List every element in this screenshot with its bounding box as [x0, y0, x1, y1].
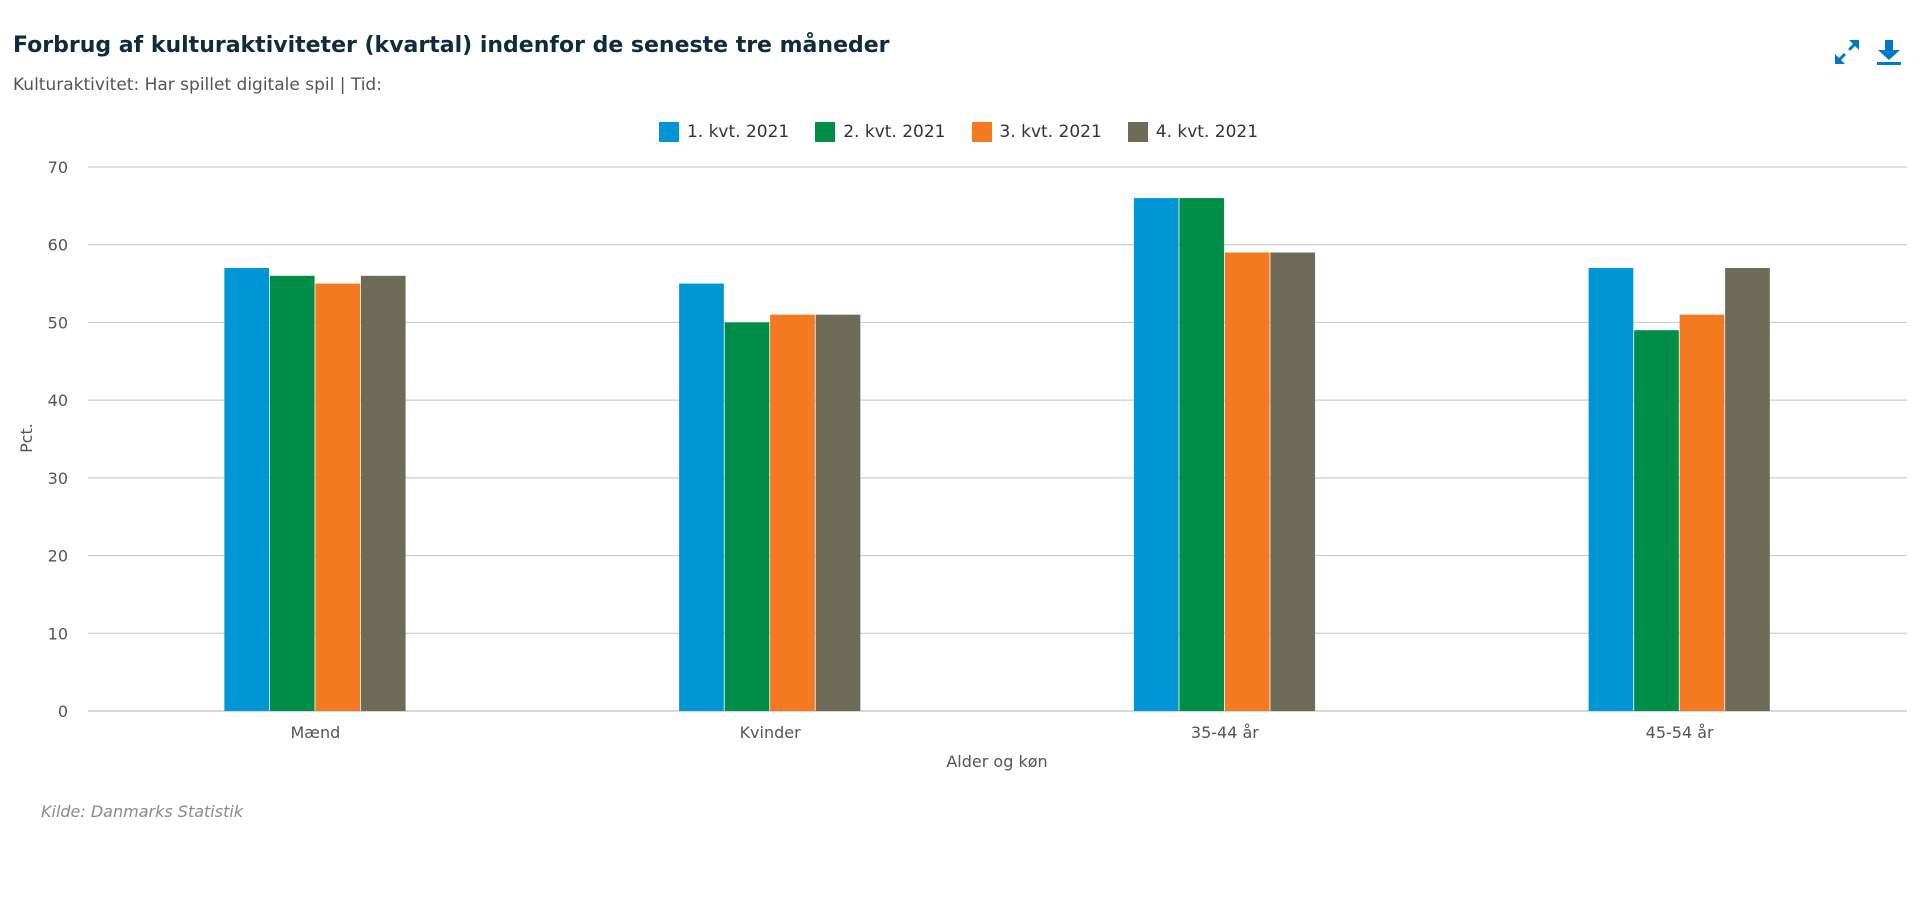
bar[interactable] [1270, 252, 1316, 711]
fullscreen-button[interactable] [1831, 36, 1863, 68]
legend-swatch [815, 122, 836, 142]
bar[interactable] [724, 322, 770, 711]
y-tick-label: 40 [48, 391, 68, 410]
bars [224, 198, 1770, 712]
x-tick-label: Mænd [290, 723, 340, 742]
expand-arrows-icon [1835, 40, 1859, 64]
y-tick-label: 20 [48, 547, 68, 566]
bar[interactable] [1634, 330, 1679, 711]
legend-label: 4. kvt. 2021 [1155, 122, 1259, 142]
legend-swatch [1127, 122, 1148, 142]
legend-label: 3. kvt. 2021 [999, 122, 1102, 142]
legend-swatch [971, 122, 992, 142]
axes: 0 10 20 30 40 50 60 70 Mænd Kvinder 35-44 år 45-54 … [48, 158, 1714, 742]
bar[interactable] [1588, 268, 1634, 711]
bar[interactable] [679, 283, 724, 711]
chart-subtitle: Kulturaktivitet: Har spillet digitale sp… [13, 75, 382, 95]
y-tick-label: 0 [58, 702, 68, 721]
legend-label: 2. kvt. 2021 [843, 122, 946, 142]
bar[interactable] [770, 314, 815, 711]
legend-item[interactable]: 2. kvt. 2021 [815, 122, 946, 142]
download-button[interactable] [1873, 36, 1905, 68]
legend-item[interactable]: 4. kvt. 2021 [1127, 122, 1259, 142]
legend-item[interactable]: 3. kvt. 2021 [971, 122, 1102, 142]
chart-toolbar [1831, 36, 1905, 68]
y-tick-label: 10 [48, 624, 68, 643]
y-tick-label: 70 [48, 158, 68, 177]
bar[interactable] [269, 275, 315, 711]
x-tick-label: 45-54 år [1646, 723, 1714, 742]
bar[interactable] [1224, 252, 1270, 711]
legend-item[interactable]: 1. kvt. 2021 [658, 122, 790, 142]
download-icon [1877, 40, 1901, 65]
y-axis-label: Pct. [17, 423, 36, 453]
bar[interactable] [1179, 198, 1225, 712]
bar[interactable] [224, 268, 270, 711]
y-tick-label: 60 [48, 236, 68, 255]
source-note: Kilde: Danmarks Statistik [41, 802, 244, 821]
chart-title: Forbrug af kulturaktiviteter (kvartal) i… [13, 33, 890, 58]
bar[interactable] [1679, 314, 1725, 711]
legend-label: 1. kvt. 2021 [686, 122, 790, 142]
x-axis-label: Alder og køn [946, 752, 1047, 771]
bar[interactable] [815, 314, 861, 711]
y-tick-label: 50 [48, 313, 68, 332]
y-tick-label: 30 [48, 469, 68, 488]
bar[interactable] [360, 275, 406, 711]
x-tick-label: 35-44 år [1191, 723, 1259, 742]
x-tick-label: Kvinder [740, 723, 802, 742]
bar[interactable] [315, 283, 361, 711]
legend-swatch [658, 122, 679, 142]
chart-legend: 1. kvt. 2021 2. kvt. 2021 3. kvt. 2021 4. k… [0, 122, 1917, 142]
bar[interactable] [1133, 198, 1179, 712]
bar[interactable] [1725, 268, 1770, 711]
